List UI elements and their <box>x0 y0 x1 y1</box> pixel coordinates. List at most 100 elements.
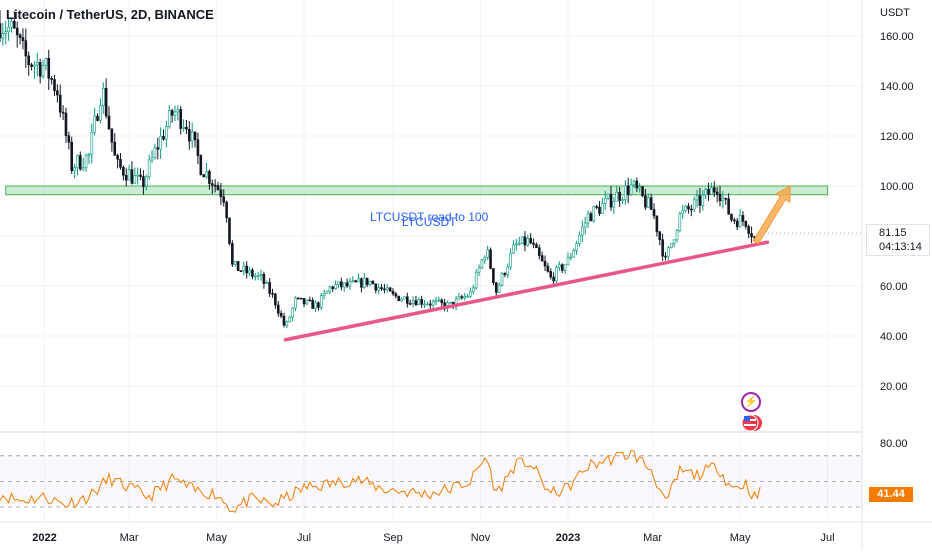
y-tick-label: 40.00 <box>880 331 908 343</box>
candle-body <box>669 243 673 248</box>
candle-body <box>738 215 742 228</box>
candle-body <box>641 186 644 197</box>
candle-body <box>523 236 527 246</box>
candle-body <box>84 154 88 168</box>
candle-body <box>50 77 53 80</box>
candle-body <box>618 192 621 201</box>
candle-body <box>414 300 418 306</box>
candle-body <box>500 273 504 286</box>
candle-body <box>322 292 326 296</box>
x-tick-label: Nov <box>471 532 491 544</box>
candle-body <box>598 206 601 214</box>
candle-body <box>156 147 160 150</box>
candle-body <box>667 247 670 257</box>
candle-body <box>483 257 487 261</box>
candle-body <box>311 299 314 309</box>
candle-body <box>228 217 231 244</box>
candle-body <box>302 298 306 305</box>
candle-body <box>147 159 151 177</box>
candle-body <box>563 264 567 271</box>
candle-body <box>271 293 274 295</box>
candle-body <box>615 192 619 202</box>
candle-body <box>67 135 71 143</box>
candle-body <box>371 280 375 285</box>
candle-body <box>431 301 435 306</box>
candle-body <box>724 197 728 200</box>
candle-body <box>503 273 507 275</box>
candle-body <box>621 198 624 201</box>
candle-body <box>236 261 240 271</box>
candle-body <box>165 126 168 140</box>
candle-body <box>0 23 2 39</box>
candle-body <box>210 183 214 186</box>
candle-body <box>684 205 687 211</box>
candle-body <box>216 185 220 191</box>
us-flag-icon[interactable] <box>740 413 762 433</box>
candle-body <box>583 222 587 228</box>
support-trendline <box>283 240 770 342</box>
candle-body <box>104 87 108 117</box>
candle-body <box>61 111 65 114</box>
candle-body <box>380 287 383 290</box>
candle-body <box>546 265 550 272</box>
currency-label: USDT <box>880 7 910 19</box>
candle-body <box>426 303 429 306</box>
candle-body <box>162 136 165 140</box>
candle-body <box>675 230 679 241</box>
candle-body <box>624 185 627 200</box>
candle-body <box>99 105 102 121</box>
candle-body <box>342 282 346 288</box>
candle-body <box>383 288 386 291</box>
candle-body <box>646 197 650 208</box>
candle-body <box>173 111 177 116</box>
projection-arrow <box>752 185 791 245</box>
candle-body <box>93 115 96 133</box>
candle-body <box>35 62 39 66</box>
candle-body <box>658 231 662 240</box>
candle-body <box>474 271 478 289</box>
candle-body <box>406 296 409 304</box>
candle-body <box>718 193 722 202</box>
candle-body <box>629 184 633 195</box>
candle-body <box>317 302 320 308</box>
candle-body <box>144 176 148 188</box>
candle-body <box>532 242 535 245</box>
candle-body <box>408 303 412 305</box>
candle-body <box>603 198 607 204</box>
candle-body <box>179 109 183 129</box>
candle-body <box>285 321 289 326</box>
candle-body <box>497 284 501 293</box>
candle-body <box>690 208 693 211</box>
candle-countdown: 04:13:14 <box>879 241 922 253</box>
candle-body <box>652 209 656 217</box>
candle-body <box>47 57 51 79</box>
candle-body <box>182 126 185 129</box>
candle-body <box>655 215 659 233</box>
candle-body <box>153 147 157 158</box>
candle-body <box>509 252 512 268</box>
candle-body <box>21 37 25 41</box>
candle-body <box>199 155 203 176</box>
candle-body <box>185 126 188 130</box>
candle-body <box>744 221 748 227</box>
candle-body <box>626 185 630 195</box>
candle-body <box>90 132 94 155</box>
candle-body <box>535 244 538 249</box>
x-tick-label: 2022 <box>32 532 56 544</box>
candle-body <box>96 115 99 121</box>
candle-body <box>345 282 349 287</box>
candle-body <box>113 141 117 156</box>
lightning-icon[interactable]: ⚡ <box>741 392 761 412</box>
candle-body <box>704 189 707 196</box>
candle-body <box>233 261 237 265</box>
candle-body <box>268 282 271 294</box>
candle-body <box>288 316 292 322</box>
candle-body <box>87 153 91 156</box>
candle-body <box>58 94 62 113</box>
candle-body <box>282 315 286 326</box>
candle-body <box>417 299 421 306</box>
candle-body <box>428 303 432 306</box>
candle-body <box>365 277 369 285</box>
candle-body <box>595 206 598 208</box>
candle-body <box>256 275 260 277</box>
